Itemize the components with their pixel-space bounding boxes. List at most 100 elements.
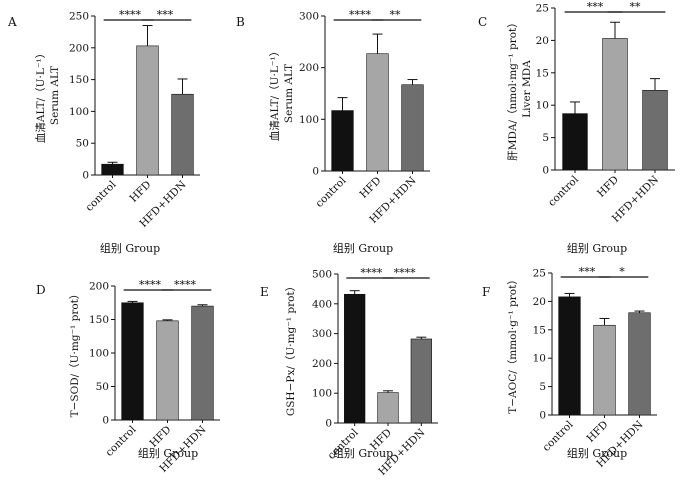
x-tick-label: HFD xyxy=(595,174,621,200)
x-axis-title: 组别 Group xyxy=(100,241,160,255)
y-tick-label: 5 xyxy=(539,381,546,393)
y-tick-label: 100 xyxy=(299,114,319,126)
significance-label: **** xyxy=(174,279,197,292)
x-tick-label: HFD xyxy=(148,424,174,450)
significance-label: *** xyxy=(587,1,604,14)
panel-label: F xyxy=(482,285,490,299)
y-axis-label: GSH−Px/（U·mg⁻¹ prot） xyxy=(285,281,297,416)
bar-hfd-hdn xyxy=(171,93,194,176)
bar-hfd-hdn xyxy=(628,312,651,416)
y-tick-label: 20 xyxy=(536,35,549,47)
bar-control xyxy=(558,296,581,416)
y-tick-label: 0 xyxy=(82,170,89,182)
significance-label: **** xyxy=(119,9,142,22)
panel-label: D xyxy=(36,283,46,297)
y-tick-label: 10 xyxy=(533,353,546,365)
y-tick-label: 25 xyxy=(533,268,546,280)
y-tick-label: 150 xyxy=(89,314,109,326)
significance-label: *** xyxy=(157,9,174,22)
y-tick-label: 400 xyxy=(312,298,332,310)
x-tick-label: HFD xyxy=(358,175,384,201)
x-tick-label: control xyxy=(313,174,349,210)
bar-hfd-hdn xyxy=(410,338,432,424)
y-tick-label: 50 xyxy=(76,138,89,150)
y-axis-label: 肝MDA/（nmol·mg⁻¹ prot） xyxy=(507,17,519,161)
significance-label: **** xyxy=(394,267,417,280)
y-tick-label: 150 xyxy=(69,74,89,86)
x-tick-label: control xyxy=(83,178,119,214)
significance-label: **** xyxy=(349,9,372,22)
bar-hfd xyxy=(593,324,616,416)
significance-label: ** xyxy=(630,1,642,14)
y-tick-label: 100 xyxy=(312,388,332,400)
bar-hfd xyxy=(377,392,399,424)
x-axis-title: 组别 Group xyxy=(333,241,393,255)
bar-hfd-hdn xyxy=(642,89,668,171)
y-tick-label: 0 xyxy=(102,415,109,427)
y-tick-label: 20 xyxy=(533,296,546,308)
x-axis-title: 组别 Group xyxy=(567,446,627,460)
bar-hfd-hdn xyxy=(191,305,214,421)
y-tick-label: 100 xyxy=(89,348,109,360)
y-tick-label: 200 xyxy=(299,62,319,74)
y-axis-label-en: Serum ALT xyxy=(283,64,295,123)
significance-label: **** xyxy=(360,267,383,280)
bar-control xyxy=(562,113,588,171)
y-axis-label: T−AOC/（mmol·g⁻¹ prot） xyxy=(507,274,519,414)
y-axis-label-en: Serum ALT xyxy=(49,66,61,125)
bar-hfd xyxy=(156,320,179,421)
y-axis-label: T−SOD/（U·mg⁻¹ prot） xyxy=(69,289,81,418)
y-tick-label: 0 xyxy=(542,165,549,177)
y-tick-label: 0 xyxy=(325,418,332,430)
x-axis-title: 组别 Group xyxy=(138,446,198,460)
x-tick-label: HFD xyxy=(128,179,154,205)
y-axis-label-en: Liver MDA xyxy=(521,60,533,118)
y-tick-label: 250 xyxy=(69,11,89,23)
y-tick-label: 200 xyxy=(69,42,89,54)
y-tick-label: 25 xyxy=(536,3,549,15)
bar-hfd-hdn xyxy=(401,84,424,172)
bar-control xyxy=(331,110,354,172)
significance-label: * xyxy=(619,266,625,279)
y-tick-label: 10 xyxy=(536,100,549,112)
y-tick-label: 0 xyxy=(312,166,319,178)
y-tick-label: 300 xyxy=(299,11,319,23)
bar-control xyxy=(121,302,144,421)
bar-hfd xyxy=(602,38,628,171)
y-tick-label: 15 xyxy=(533,324,546,336)
x-axis-title: 组别 Group xyxy=(333,446,393,460)
y-axis-label: 血清ALT/（U·L⁻¹） xyxy=(268,46,281,141)
panel-label: A xyxy=(7,15,17,29)
y-tick-label: 500 xyxy=(312,269,332,281)
x-tick-label: control xyxy=(546,173,582,209)
significance-label: ** xyxy=(390,9,402,22)
y-tick-label: 50 xyxy=(96,381,109,393)
x-axis-title: 组别 Group xyxy=(567,241,627,255)
bar-control xyxy=(101,163,124,176)
panel-label: B xyxy=(236,15,245,29)
panel-label: C xyxy=(478,15,487,29)
y-tick-label: 200 xyxy=(89,281,109,293)
y-tick-label: 5 xyxy=(542,132,549,144)
x-tick-label: control xyxy=(103,423,139,459)
bar-hfd xyxy=(136,45,159,176)
y-tick-label: 300 xyxy=(312,328,332,340)
y-tick-label: 15 xyxy=(536,67,549,79)
bar-control xyxy=(344,293,366,424)
y-tick-label: 100 xyxy=(69,106,89,118)
y-axis-label: 血清ALT/（U·L⁻¹） xyxy=(34,48,47,143)
y-tick-label: 200 xyxy=(312,358,332,370)
x-tick-label: HFD xyxy=(585,419,611,445)
y-tick-label: 0 xyxy=(539,410,546,422)
significance-label: **** xyxy=(139,279,162,292)
panel-label: E xyxy=(260,285,269,299)
bar-hfd xyxy=(366,53,389,172)
significance-label: *** xyxy=(579,266,596,279)
